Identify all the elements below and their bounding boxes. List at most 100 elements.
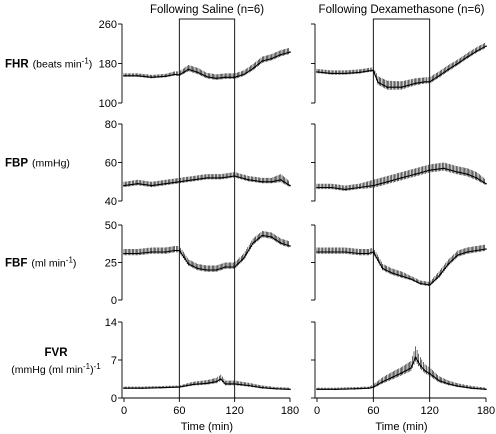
panel-title-dexamethasone: Following Dexamethasone (n=6): [319, 4, 485, 16]
data-point-FHR-saline: [206, 76, 208, 78]
data-point-FBP-dexamethasone: [400, 177, 403, 179]
row-label-FVR: FVR: [45, 347, 69, 359]
data-point-FHR-saline: [173, 73, 176, 76]
data-point-FBF-saline: [173, 249, 176, 252]
data-point-FHR-dexamethasone: [330, 72, 332, 75]
row-label-bold: FBF: [5, 258, 27, 270]
data-point-FVR-dexamethasone: [457, 385, 459, 387]
data-point-FHR-dexamethasone: [400, 86, 403, 88]
x-axis-label-saline: Time (min): [181, 421, 233, 433]
data-point-FBP-dexamethasone: [386, 181, 389, 183]
data-point-FVR-saline: [224, 383, 227, 385]
data-point-FBP-saline: [164, 182, 167, 185]
data-point-FVR-saline: [215, 380, 217, 383]
unit-close: ): [73, 258, 77, 270]
series-line-FBP-saline: [123, 175, 291, 187]
data-point-FBF-saline: [137, 252, 139, 255]
data-point-FBF-dexamethasone: [447, 263, 450, 265]
panel-titles: Following Saline (n=6) Following Dexameth…: [150, 4, 485, 16]
panel-title-saline: Following Saline (n=6): [150, 4, 264, 16]
series-line-FVR-dexamethasone: [317, 356, 487, 390]
data-point-FBF-dexamethasone: [475, 249, 478, 252]
data-point-FBF-dexamethasone: [358, 252, 361, 255]
x-tick-label-saline: 60: [173, 405, 185, 417]
data-point-FBF-dexamethasone: [316, 251, 318, 253]
data-point-FBF-saline: [280, 242, 282, 244]
x-tick-label-dexamethasone: 120: [420, 405, 438, 417]
y-tick-label-FBF: 50: [105, 220, 117, 232]
data-point-FHR-saline: [261, 60, 264, 62]
data-point-FHR-saline: [224, 76, 227, 79]
data-point-FBP-saline: [261, 181, 264, 183]
y-tick-label-FVR: 14: [105, 317, 117, 329]
error-bars-FHR-saline: [123, 48, 289, 80]
data-point-FHR-saline: [137, 75, 139, 77]
unit-superscript: -1: [83, 362, 91, 371]
data-point-FVR-saline: [192, 383, 194, 386]
unit-superscript: -1: [82, 57, 90, 66]
row-label-bold: FHR: [5, 59, 29, 71]
data-point-FBF-saline: [123, 252, 125, 255]
data-point-FHR-saline: [270, 57, 273, 60]
plot-area: 100 180 260 40 60 80 0 25 50 0 7 14: [99, 19, 487, 405]
data-point-FBF-dexamethasone: [438, 275, 440, 277]
data-point-FBF-saline: [224, 266, 227, 268]
data-point-FBF-dexamethasone: [367, 252, 370, 255]
data-point-FBF-dexamethasone: [457, 254, 459, 256]
x-axes: 0 60 120 180 Time (min) 0 60 120 180 Time (min): [121, 397, 495, 433]
data-point-FBF-saline: [150, 251, 153, 253]
data-point-FVR-dexamethasone: [316, 388, 318, 391]
unit-text: (beats min: [33, 59, 82, 71]
x-tick-label-saline: 120: [225, 405, 243, 417]
data-point-FVR-saline: [160, 386, 162, 389]
data-point-FHR-saline: [215, 77, 217, 80]
x-tick-label-dexamethasone: 180: [477, 405, 495, 417]
row-labels: FHR (beats min-1)FBP (mmHg)FBF (ml min-1)FV…: [5, 57, 101, 377]
data-point-FVR-dexamethasone: [414, 356, 417, 359]
data-point-FBP-saline: [192, 179, 194, 181]
data-point-FHR-dexamethasone: [485, 45, 487, 47]
unit-text: (ml min: [31, 258, 66, 270]
unit-close: ): [89, 59, 93, 71]
data-point-FBF-saline: [164, 251, 167, 253]
data-point-FVR-dexamethasone: [410, 367, 412, 369]
series-line-FBF-dexamethasone: [317, 248, 487, 286]
data-point-FBP-dexamethasone: [466, 173, 469, 175]
y-tick-label-FBP: 40: [105, 196, 117, 208]
data-point-FBP-saline: [280, 179, 282, 181]
data-point-FHR-dexamethasone: [414, 82, 417, 85]
data-point-FVR-dexamethasone: [438, 379, 440, 382]
data-point-FBP-saline: [150, 184, 153, 187]
error-bars-FVR-dexamethasone: [316, 346, 485, 390]
data-point-FBF-dexamethasone: [485, 248, 487, 250]
data-point-FHR-dexamethasone: [367, 70, 370, 72]
data-point-FVR-dexamethasone: [471, 387, 473, 390]
unit-text: (mmHg (ml min: [11, 364, 83, 376]
y-tick-label-FBF: 0: [111, 295, 117, 307]
data-point-FBP-dexamethasone: [475, 177, 478, 179]
data-point-FHR-dexamethasone: [475, 50, 478, 52]
series-line-FBF-saline: [124, 234, 291, 271]
data-point-FHR-saline: [123, 75, 125, 77]
series-line-FBP-dexamethasone: [317, 167, 487, 190]
error-bars-FHR-dexamethasone: [316, 43, 485, 90]
data-point-FVR-saline: [261, 386, 264, 389]
data-point-FBP-dexamethasone: [316, 186, 318, 189]
data-point-FVR-saline: [220, 378, 222, 380]
data-point-FVR-dexamethasone: [424, 370, 426, 372]
data-point-FVR-dexamethasone: [391, 376, 393, 379]
data-point-FVR-dexamethasone: [367, 387, 370, 390]
data-point-FBP-saline: [247, 179, 250, 181]
data-point-FHR-dexamethasone: [447, 68, 450, 71]
data-point-FHR-saline: [289, 51, 291, 53]
data-point-FHR-dexamethasone: [344, 72, 347, 75]
unit-superscript: -1: [66, 256, 74, 265]
data-point-FBF-saline: [289, 245, 291, 247]
y-tick-label-FHR: 260: [99, 19, 117, 31]
data-point-FVR-saline: [247, 384, 250, 387]
unit-close: ): [90, 364, 94, 376]
error-bars-FBP-dexamethasone: [316, 162, 485, 191]
data-point-FHR-saline: [187, 68, 190, 71]
data-point-FHR-dexamethasone: [438, 75, 440, 77]
infusion-box-dexamethasone: [372, 18, 431, 399]
